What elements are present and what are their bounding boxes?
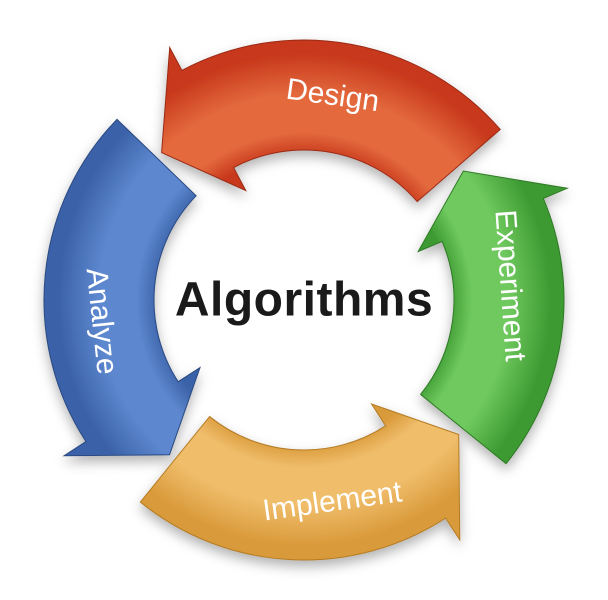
arrow-implement: [140, 404, 459, 560]
cycle-diagram: DesignAnalyzeImplementExperiment Algorit…: [0, 0, 608, 600]
arrow-design: [162, 40, 501, 202]
center-title: Algorithms: [175, 273, 433, 328]
